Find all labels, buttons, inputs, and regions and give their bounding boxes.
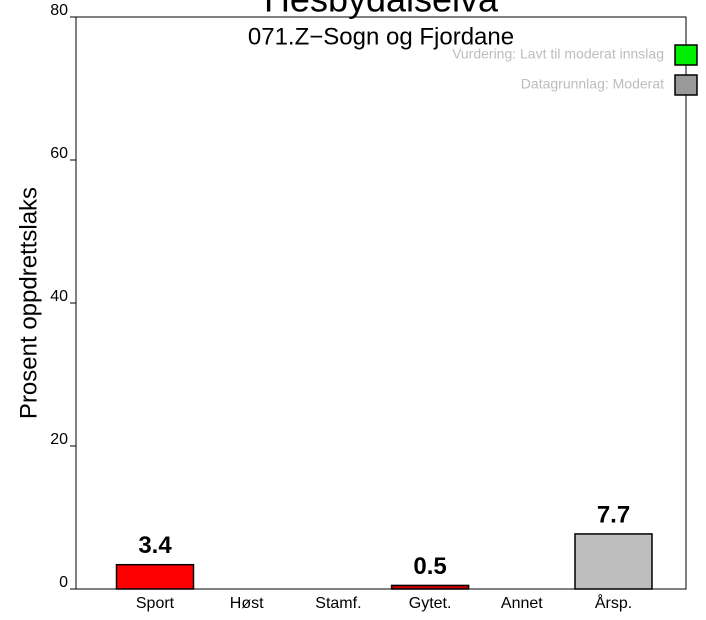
data-label: 3.4 bbox=[138, 532, 172, 559]
y-tick-label: 80 bbox=[50, 2, 68, 19]
x-tick-label: Stamf. bbox=[315, 595, 361, 612]
data-label: 0.5 bbox=[413, 553, 446, 580]
y-tick-label: 20 bbox=[50, 431, 68, 448]
data-label: 7.7 bbox=[597, 501, 630, 528]
y-tick-label: 40 bbox=[50, 288, 68, 305]
chart-title: Hesbydalselva bbox=[264, 0, 499, 20]
bar bbox=[115, 563, 195, 590]
legend-label: Vurdering: Lavt til moderat innslag bbox=[452, 46, 664, 62]
y-tick-label: 0 bbox=[59, 574, 68, 591]
x-tick-label: Gytet. bbox=[409, 595, 452, 612]
legend-swatch bbox=[674, 44, 698, 66]
x-tick-label: Sport bbox=[136, 595, 175, 612]
x-tick-label: Høst bbox=[230, 595, 264, 612]
y-tick-label: 60 bbox=[50, 145, 68, 162]
legend-swatch bbox=[674, 74, 698, 96]
y-axis-label: Prosent oppdrettslaks bbox=[15, 187, 42, 419]
plot-frame bbox=[75, 16, 687, 590]
x-tick-label: Annet bbox=[501, 595, 543, 612]
bar bbox=[390, 584, 470, 590]
legend-label: Datagrunnlag: Moderat bbox=[521, 76, 664, 92]
chart-subtitle: 071.Z−Sogn og Fjordane bbox=[248, 23, 514, 50]
x-tick-label: Årsp. bbox=[595, 593, 632, 612]
bar bbox=[574, 533, 653, 590]
